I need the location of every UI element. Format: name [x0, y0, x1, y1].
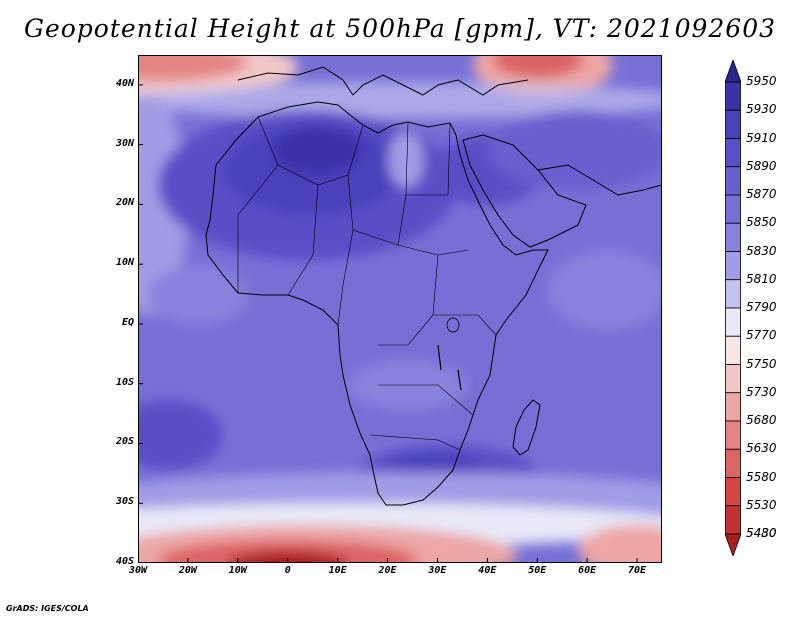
field-sahara-high-core: [273, 125, 363, 175]
credit-text: GrADS: IGES/COLA: [6, 604, 89, 613]
colorbar-swatch: [725, 420, 741, 450]
field-libya-light: [388, 132, 424, 188]
colorbar-label: 5810: [746, 271, 777, 286]
lon-label: 50E: [528, 565, 547, 576]
colorbar-swatch: [725, 166, 741, 196]
colorbar-swatch: [725, 477, 741, 507]
colorbar-label: 5850: [746, 215, 777, 230]
map-title: Geopotential Height at 500hPa [gpm], VT:…: [23, 14, 777, 43]
colorbar-label: 5890: [746, 158, 777, 173]
lat-label: EQ: [121, 316, 134, 328]
colorbar-label: 5910: [746, 130, 777, 145]
field-equatorial-light-w: [148, 265, 248, 325]
lat-label: 30S: [115, 496, 134, 508]
field-arabia: [488, 110, 662, 190]
lon-label: 10E: [328, 565, 347, 576]
lat-label: 30N: [115, 137, 134, 149]
field-north-trough-east-inner: [493, 55, 583, 78]
lat-label: 40S: [115, 556, 134, 567]
colorbar-label: 5680: [746, 413, 777, 427]
colorbar-swatch: [725, 194, 741, 224]
colorbar-label: 5530: [746, 497, 777, 512]
colorbar-swatch: [725, 448, 741, 478]
lon-label: 20E: [378, 565, 397, 576]
colorbar-swatch: [725, 505, 741, 535]
lon-label: 70E: [628, 565, 647, 576]
lat-label: 10S: [115, 376, 134, 388]
colorbar-swatch: [725, 335, 741, 365]
colorbar-swatch: [725, 279, 741, 309]
country-borders: [237, 116, 497, 451]
colorbar-swatch: [725, 364, 741, 394]
lon-label: 40E: [478, 565, 497, 576]
lat-label: 20S: [115, 436, 134, 448]
colorbar-top-arrow: [725, 60, 741, 83]
lon-label: 30E: [428, 565, 447, 576]
colorbar-swatch: [725, 138, 741, 168]
colorbar-label: 5630: [746, 441, 777, 456]
lon-label: 30W: [128, 565, 148, 576]
coastline-asia: [537, 164, 662, 196]
colorbar-label: 5750: [746, 356, 777, 371]
colorbar-swatch: [725, 251, 741, 281]
colorbar-swatch: [725, 109, 741, 139]
lon-label: 60E: [578, 565, 597, 576]
colorbar-swatch: [725, 307, 741, 337]
lon-label: 20W: [178, 565, 197, 576]
colorbar-label: 5870: [746, 187, 777, 201]
axis-ticks: [138, 84, 638, 563]
colorbar-label: 5790: [746, 300, 777, 314]
field-north-pale-band: [138, 82, 662, 118]
lat-label: 40N: [115, 77, 134, 89]
coastline-madagascar: [512, 399, 541, 456]
colorbar-label: 5930: [746, 102, 777, 117]
colorbar-label: 5480: [746, 526, 777, 540]
colorbar-label: 5770: [746, 328, 777, 343]
field-north-trough-west-inner: [138, 55, 248, 81]
field-south-trough-core: [228, 551, 348, 563]
colorbar-label: 5950: [746, 74, 777, 88]
field-south-atlantic-high: [138, 400, 223, 470]
lake-tanganyika: [437, 344, 442, 371]
colorbar-bottom-arrow: [725, 533, 741, 556]
geopotential-map: [138, 55, 662, 563]
field-equatorial-light-e: [548, 250, 662, 330]
colorbar-swatch: [725, 222, 741, 252]
colorbar-label: 5730: [746, 384, 777, 399]
colorbar-label: 5830: [746, 243, 777, 258]
lake-victoria: [446, 317, 460, 333]
colorbar-swatch: [725, 392, 741, 422]
field-south-trough-east: [578, 525, 662, 563]
coastline-europe: [237, 66, 529, 96]
lat-label: 10N: [115, 257, 134, 269]
colorbar-label: 5430: [746, 526, 777, 540]
lake-malawi: [457, 369, 462, 391]
coastline-africa: [205, 101, 549, 506]
coastline-arabia: [462, 134, 587, 248]
lon-label: 10W: [228, 565, 247, 576]
lat-label: 20N: [115, 197, 134, 209]
lon-label: 0: [284, 565, 291, 576]
colorbar: [725, 60, 741, 556]
colorbar-label: 5580: [746, 469, 777, 484]
colorbar-swatch: [725, 81, 741, 111]
